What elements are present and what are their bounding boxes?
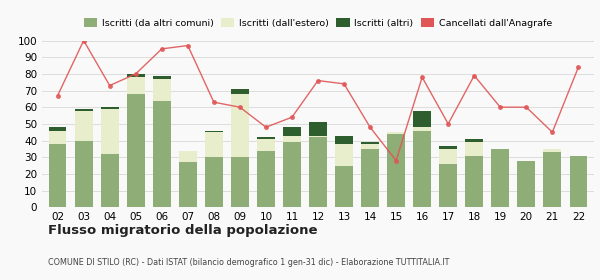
Legend: Iscritti (da altri comuni), Iscritti (dall'estero), Iscritti (altri), Cancellati: Iscritti (da altri comuni), Iscritti (da… — [80, 15, 556, 32]
Bar — [491, 149, 509, 207]
Bar — [101, 109, 119, 154]
Text: Flusso migratorio della popolazione: Flusso migratorio della popolazione — [47, 224, 317, 237]
Bar — [75, 111, 92, 141]
Bar — [153, 76, 170, 79]
Bar — [75, 141, 92, 207]
Bar — [127, 77, 145, 94]
Bar — [257, 137, 275, 139]
Bar — [413, 127, 431, 130]
Bar — [49, 144, 67, 207]
Bar — [179, 151, 197, 162]
Bar — [544, 152, 561, 207]
Bar — [101, 107, 119, 109]
Bar — [231, 157, 249, 207]
Bar — [335, 136, 353, 144]
Bar — [179, 162, 197, 207]
Bar — [153, 79, 170, 101]
Bar — [205, 130, 223, 132]
Bar — [439, 164, 457, 207]
Bar — [413, 111, 431, 127]
Bar — [544, 149, 561, 152]
Bar — [231, 89, 249, 94]
Bar — [101, 154, 119, 207]
Bar — [439, 146, 457, 149]
Bar — [309, 137, 327, 207]
Bar — [127, 74, 145, 77]
Bar — [466, 139, 483, 142]
Bar — [231, 94, 249, 157]
Bar — [257, 139, 275, 151]
Bar — [49, 130, 67, 144]
Bar — [153, 101, 170, 207]
Bar — [335, 144, 353, 165]
Bar — [517, 160, 535, 207]
Bar — [205, 157, 223, 207]
Bar — [413, 130, 431, 207]
Bar — [466, 155, 483, 207]
Text: COMUNE DI STILO (RC) - Dati ISTAT (bilancio demografico 1 gen-31 dic) - Elaboraz: COMUNE DI STILO (RC) - Dati ISTAT (bilan… — [47, 258, 449, 267]
Bar — [335, 165, 353, 207]
Bar — [49, 127, 67, 130]
Bar — [361, 144, 379, 149]
Bar — [283, 142, 301, 207]
Bar — [283, 127, 301, 136]
Bar — [361, 142, 379, 144]
Bar — [309, 136, 327, 137]
Bar — [387, 134, 405, 207]
Bar — [361, 149, 379, 207]
Bar — [466, 142, 483, 155]
Bar — [127, 94, 145, 207]
Bar — [257, 151, 275, 207]
Bar — [387, 132, 405, 134]
Bar — [283, 136, 301, 142]
Bar — [75, 109, 92, 111]
Bar — [309, 122, 327, 136]
Bar — [569, 155, 587, 207]
Bar — [205, 132, 223, 157]
Bar — [439, 149, 457, 164]
